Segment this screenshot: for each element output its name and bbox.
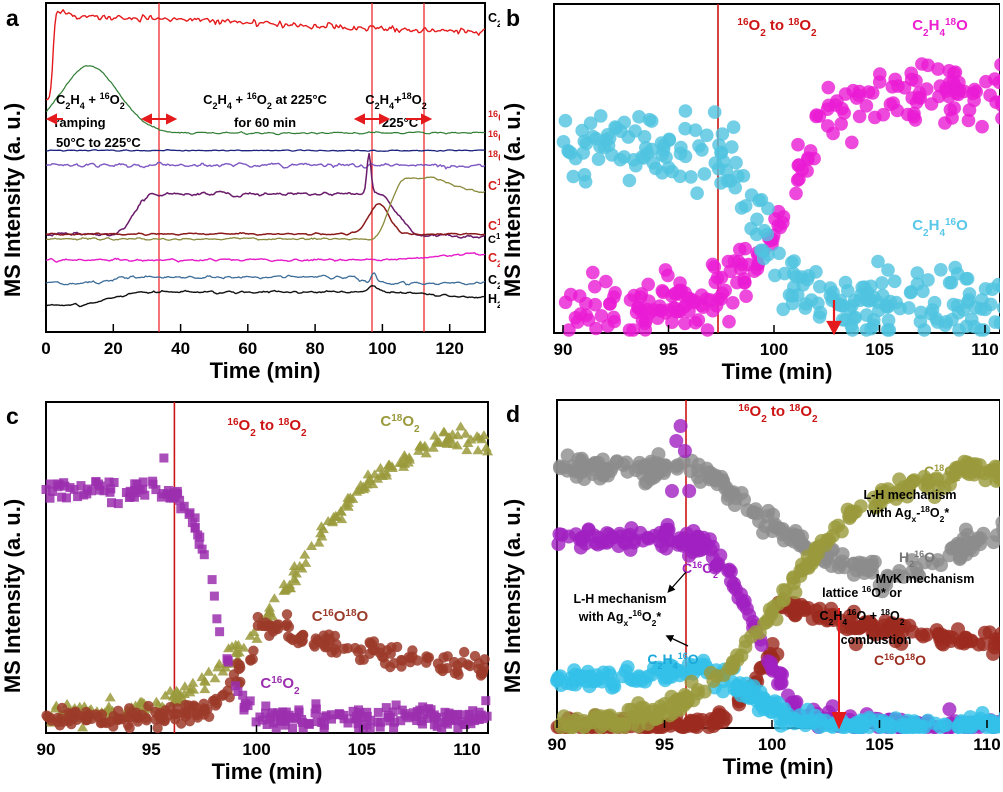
- svg-text:95: 95: [142, 740, 161, 759]
- svg-text:Time (min): Time (min): [723, 754, 834, 779]
- svg-text:L-H mechanism: L-H mechanism: [863, 488, 956, 502]
- svg-text:50°C to 225°C: 50°C to 225°C: [56, 135, 141, 150]
- svg-text:20: 20: [104, 339, 123, 358]
- svg-text:100: 100: [760, 340, 788, 359]
- svg-text:95: 95: [659, 340, 678, 359]
- svg-text:40: 40: [171, 339, 190, 358]
- svg-text:Time (min): Time (min): [722, 359, 833, 384]
- svg-text:110: 110: [971, 340, 998, 359]
- svg-text:ramping: ramping: [54, 115, 105, 130]
- svg-text:MS Intensity (a. u.): MS Intensity (a. u.): [500, 499, 525, 693]
- svg-text:90: 90: [548, 735, 567, 754]
- svg-text:Time (min): Time (min): [212, 759, 323, 784]
- svg-text:Time (min): Time (min): [210, 358, 321, 383]
- svg-text:c: c: [6, 403, 19, 429]
- svg-text:C16O18O: C16O18O: [874, 652, 926, 668]
- svg-text:C2H4: C2H4: [488, 11, 500, 29]
- svg-text:90: 90: [37, 740, 56, 759]
- svg-text:105: 105: [348, 740, 376, 759]
- svg-text:C16O2: C16O2: [488, 232, 500, 250]
- svg-text:110: 110: [973, 735, 1000, 754]
- svg-text:80: 80: [306, 339, 325, 358]
- svg-text:C2H416O: C2H416O: [488, 271, 500, 291]
- svg-text:MS Intensity (a. u.): MS Intensity (a. u.): [500, 103, 525, 297]
- svg-text:H216O: H216O: [488, 290, 500, 310]
- svg-text:b: b: [506, 5, 520, 31]
- svg-text:16O2: 16O2: [488, 109, 500, 129]
- svg-text:100: 100: [758, 735, 786, 754]
- svg-text:60: 60: [238, 339, 257, 358]
- svg-text:d: d: [506, 401, 520, 427]
- svg-text:for 60 min: for 60 min: [234, 115, 296, 130]
- svg-text:225°C: 225°C: [382, 115, 419, 130]
- svg-text:C16O18O: C16O18O: [312, 608, 369, 626]
- svg-text:L-H mechanism: L-H mechanism: [573, 592, 666, 606]
- svg-text:MS Intensity (a. u.): MS Intensity (a. u.): [0, 499, 25, 693]
- svg-text:105: 105: [865, 340, 893, 359]
- svg-text:18O2: 18O2: [488, 149, 500, 169]
- svg-text:0: 0: [41, 339, 50, 358]
- svg-text:C18O2: C18O2: [488, 177, 500, 197]
- svg-text:combustion: combustion: [841, 633, 912, 647]
- svg-text:MS Intensity (a. u.): MS Intensity (a. u.): [0, 103, 25, 297]
- svg-text:105: 105: [865, 735, 893, 754]
- svg-text:95: 95: [655, 735, 674, 754]
- svg-text:100: 100: [242, 740, 270, 759]
- svg-text:16O18O: 16O18O: [488, 129, 500, 145]
- svg-text:120: 120: [436, 339, 464, 358]
- svg-text:C2H418O: C2H418O: [488, 249, 500, 269]
- svg-text:90: 90: [554, 340, 573, 359]
- svg-text:MvK mechanism: MvK mechanism: [876, 572, 975, 586]
- svg-text:100: 100: [368, 339, 396, 358]
- svg-text:a: a: [6, 5, 19, 31]
- svg-text:110: 110: [453, 740, 480, 759]
